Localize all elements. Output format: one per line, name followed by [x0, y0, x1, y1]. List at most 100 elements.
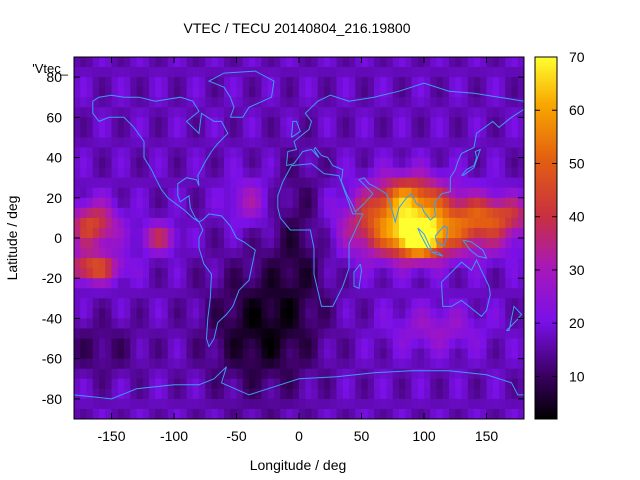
heatmap-cell — [355, 107, 363, 118]
heatmap-cell — [467, 177, 475, 189]
heatmap-cell — [111, 137, 119, 149]
heatmap-cell — [74, 288, 81, 299]
heatmap-cell — [211, 238, 219, 249]
heatmap-cell — [136, 157, 144, 169]
heatmap-cell — [461, 177, 469, 189]
heatmap-cell — [405, 238, 413, 249]
heatmap-cell — [480, 87, 488, 98]
heatmap-cell — [411, 147, 419, 159]
heatmap-cell — [417, 147, 425, 159]
heatmap-cell — [199, 258, 206, 269]
heatmap-cell — [474, 288, 481, 299]
heatmap-cell — [361, 187, 369, 199]
heatmap-cell — [92, 227, 100, 239]
heatmap-cell — [261, 77, 269, 88]
heatmap-cell — [505, 238, 513, 249]
heatmap-cell — [405, 147, 413, 159]
heatmap-cell — [311, 57, 319, 68]
heatmap-cell — [180, 137, 188, 149]
heatmap-cell — [342, 408, 350, 419]
heatmap-cell — [211, 258, 219, 269]
heatmap-cell — [86, 298, 94, 309]
heatmap-cell — [192, 147, 200, 159]
heatmap-cell — [149, 127, 156, 139]
heatmap-cell — [74, 308, 81, 320]
heatmap-cell — [411, 258, 419, 269]
heatmap-cell — [224, 77, 231, 88]
heatmap-cell — [336, 258, 344, 269]
heatmap-cell — [292, 147, 300, 159]
heatmap-cell — [386, 398, 394, 410]
heatmap-cell — [361, 398, 369, 410]
heatmap-cell — [342, 268, 350, 279]
heatmap-cell — [499, 238, 506, 249]
heatmap-cell — [517, 368, 524, 380]
heatmap-cell — [124, 288, 131, 299]
heatmap-cell — [261, 167, 269, 179]
heatmap-cell — [99, 248, 106, 259]
heatmap-cell — [149, 298, 156, 309]
heatmap-cell — [211, 348, 219, 360]
heatmap-cell — [449, 368, 456, 380]
heatmap-cell — [255, 378, 263, 390]
heatmap-cell — [411, 398, 419, 410]
heatmap-cell — [105, 227, 113, 239]
heatmap-cell — [486, 368, 494, 380]
heatmap-cell — [249, 147, 256, 159]
heatmap-cell — [474, 378, 481, 390]
heatmap-cell — [255, 238, 263, 249]
heatmap-cell — [224, 388, 231, 400]
heatmap-cell — [80, 238, 88, 249]
heatmap-cell — [380, 358, 388, 370]
heatmap-cell — [186, 388, 194, 400]
heatmap-cell — [449, 147, 456, 159]
heatmap-cell — [167, 77, 175, 88]
heatmap-cell — [436, 268, 444, 279]
heatmap-cell — [205, 288, 213, 299]
heatmap-cell — [386, 318, 394, 330]
heatmap-cell — [142, 308, 150, 320]
heatmap-cell — [124, 107, 131, 118]
heatmap-cell — [467, 207, 475, 219]
heatmap-cell — [155, 217, 163, 229]
heatmap-cell — [211, 197, 219, 209]
heatmap-cell — [486, 167, 494, 179]
heatmap-cell — [430, 137, 438, 149]
heatmap-cell — [86, 207, 94, 219]
heatmap-cell — [74, 117, 81, 128]
heatmap-cell — [336, 147, 344, 159]
heatmap-cell — [155, 207, 163, 219]
heatmap-cell — [417, 238, 425, 249]
y-axis-label: Latitude / deg — [4, 196, 20, 281]
heatmap-cell — [455, 348, 463, 360]
heatmap-cell — [336, 278, 344, 289]
heatmap-cell — [292, 308, 300, 320]
heatmap-cell — [192, 57, 200, 68]
heatmap-cell — [124, 408, 131, 419]
heatmap-cell — [374, 167, 381, 179]
heatmap-cell — [374, 197, 381, 209]
heatmap-cell — [167, 248, 175, 259]
heatmap-cell — [480, 157, 488, 169]
heatmap-cell — [261, 258, 269, 269]
heatmap-cell — [99, 398, 106, 410]
heatmap-cell — [311, 238, 319, 249]
heatmap-cell — [180, 127, 188, 139]
heatmap-cell — [361, 67, 369, 78]
heatmap-cell — [436, 298, 444, 309]
heatmap-cell — [80, 147, 88, 159]
heatmap-cell — [236, 127, 244, 139]
heatmap-cell — [117, 77, 125, 88]
heatmap-cell — [417, 378, 425, 390]
heatmap-cell — [342, 238, 350, 249]
heatmap-cell — [86, 197, 94, 209]
heatmap-cell — [111, 388, 119, 400]
heatmap-cell — [205, 298, 213, 309]
heatmap-cell — [255, 107, 263, 118]
heatmap-cell — [305, 67, 313, 78]
heatmap-cell — [249, 57, 256, 68]
heatmap-cell — [86, 398, 94, 410]
heatmap-cell — [330, 197, 338, 209]
heatmap-cell — [286, 278, 294, 289]
heatmap-cell — [267, 227, 275, 239]
